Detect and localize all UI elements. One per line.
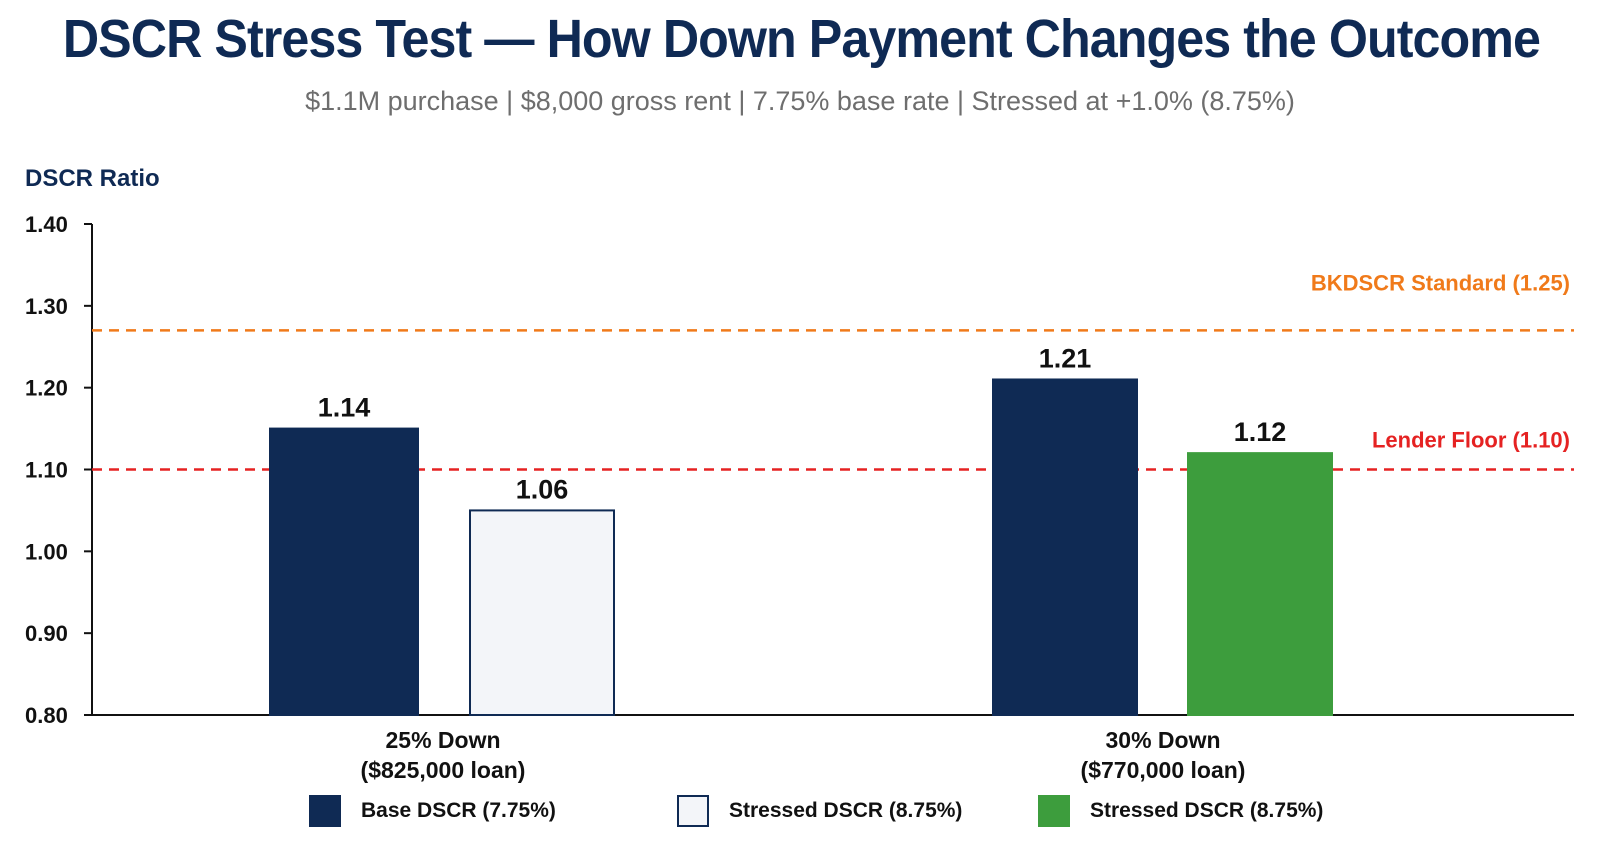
x-category-label: 30% Down xyxy=(1105,727,1220,753)
chart-title: DSCR Stress Test — How Down Payment Chan… xyxy=(62,9,1541,69)
bar xyxy=(469,509,615,716)
y-tick-label: 1.30 xyxy=(25,294,68,319)
bar xyxy=(1187,452,1333,716)
legend-swatch xyxy=(309,795,341,827)
bar xyxy=(992,378,1138,716)
bar-value-label: 1.12 xyxy=(1234,417,1287,447)
legend-swatch xyxy=(677,795,709,827)
legend-label: Base DSCR (7.75%) xyxy=(361,799,556,822)
x-category-label: ($770,000 loan) xyxy=(1081,757,1246,783)
bar-value-label: 1.06 xyxy=(516,474,569,504)
chart-subtitle: $1.1M purchase | $8,000 gross rent | 7.7… xyxy=(305,86,1295,116)
legend-label: Stressed DSCR (8.75%) xyxy=(729,799,963,822)
legend-label: Stressed DSCR (8.75%) xyxy=(1090,799,1324,822)
y-tick-label: 0.90 xyxy=(25,621,68,646)
legend-item: Stressed DSCR (8.75%) xyxy=(1038,795,1323,827)
legend-swatch xyxy=(1038,795,1070,827)
x-category-label: ($825,000 loan) xyxy=(361,757,526,783)
legend-item: Stressed DSCR (8.75%) xyxy=(677,795,962,827)
y-tick-label: 1.20 xyxy=(25,376,68,401)
y-tick-label: 1.40 xyxy=(25,212,68,237)
y-tick-label: 1.10 xyxy=(25,458,68,483)
y-tick-label: 0.80 xyxy=(25,703,68,728)
reference-line-label: Lender Floor (1.10) xyxy=(1372,428,1570,453)
legend-item: Base DSCR (7.75%) xyxy=(309,795,556,827)
y-tick-label: 1.00 xyxy=(25,539,68,564)
y-axis-label: DSCR Ratio xyxy=(25,165,160,192)
reference-line-label: BKDSCR Standard (1.25) xyxy=(1311,270,1570,295)
x-category-label: 25% Down xyxy=(385,727,500,753)
bar-value-label: 1.14 xyxy=(318,393,371,423)
bar-value-label: 1.21 xyxy=(1039,343,1092,373)
bar xyxy=(269,427,419,716)
chart-legend: Base DSCR (7.75%) Stressed DSCR (8.75%) St… xyxy=(0,795,1600,831)
